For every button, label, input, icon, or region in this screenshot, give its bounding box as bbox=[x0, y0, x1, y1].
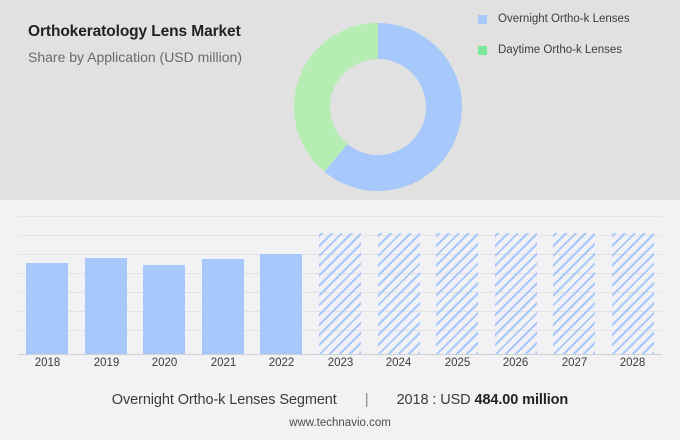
bar-2027[interactable] bbox=[553, 233, 595, 354]
bar-2022[interactable] bbox=[260, 254, 302, 354]
footer-value-prefix: 2018 : USD bbox=[396, 392, 475, 408]
bar-2028[interactable] bbox=[612, 233, 654, 354]
bar-2020[interactable] bbox=[143, 265, 185, 354]
title-block: Orthokeratology Lens Market Share by App… bbox=[28, 22, 298, 67]
x-axis-label-2022: 2022 bbox=[268, 357, 295, 369]
footer-value: 2018 : USD 484.00 million bbox=[397, 392, 569, 408]
x-axis-label-2028: 2028 bbox=[619, 357, 646, 369]
x-axis-label-2021: 2021 bbox=[210, 357, 237, 369]
x-axis-label-2018: 2018 bbox=[34, 357, 61, 369]
footer-divider: | bbox=[364, 391, 369, 408]
bar-2021[interactable] bbox=[202, 259, 244, 354]
legend-label-overnight: Overnight Ortho-k Lenses bbox=[498, 13, 630, 25]
x-axis-label-2024: 2024 bbox=[385, 357, 412, 369]
bar-2019[interactable] bbox=[85, 258, 127, 354]
bar-2024[interactable] bbox=[378, 233, 420, 354]
bar-2023[interactable] bbox=[319, 233, 361, 354]
legend-label-daytime: Daytime Ortho-k Lenses bbox=[498, 43, 622, 56]
bar-chart-plot bbox=[18, 216, 662, 355]
x-axis-label-2026: 2026 bbox=[502, 357, 529, 369]
legend-item-overnight[interactable]: Overnight Ortho-k Lenses bbox=[478, 12, 673, 27]
legend-swatch-daytime-icon bbox=[478, 45, 487, 55]
bar-2025[interactable] bbox=[436, 233, 478, 354]
x-axis-label-2025: 2025 bbox=[444, 357, 471, 369]
x-axis-label-2023: 2023 bbox=[327, 357, 354, 369]
footer-summary: Overnight Ortho-k Lenses Segment | 2018 … bbox=[0, 391, 680, 408]
x-axis-labels: 2018 2019 2020 2021 2022 2023 2024 2025 2026 2027… bbox=[18, 357, 662, 377]
donut-chart bbox=[293, 22, 463, 192]
legend: Overnight Ortho-k Lenses Daytime Ortho-k… bbox=[478, 12, 673, 73]
donut-chart-svg bbox=[294, 23, 462, 191]
legend-item-daytime[interactable]: Daytime Ortho-k Lenses bbox=[478, 43, 673, 58]
donut-hole bbox=[330, 59, 426, 155]
header-panel: Orthokeratology Lens Market Share by App… bbox=[0, 0, 680, 200]
x-axis-label-2020: 2020 bbox=[151, 357, 178, 369]
page-title: Orthokeratology Lens Market bbox=[28, 23, 241, 40]
legend-swatch-overnight-icon bbox=[478, 15, 487, 24]
axis-baseline bbox=[18, 354, 662, 355]
footer-segment-label: Overnight Ortho-k Lenses Segment bbox=[111, 392, 337, 408]
bar-2018[interactable] bbox=[26, 263, 68, 354]
x-axis-label-2019: 2019 bbox=[93, 357, 120, 369]
page-subtitle: Share by Application (USD million) bbox=[28, 49, 242, 66]
bar-2026[interactable] bbox=[495, 233, 537, 354]
footer-panel: Overnight Ortho-k Lenses Segment | 2018 … bbox=[0, 380, 680, 440]
bar-series-overnight bbox=[18, 216, 662, 355]
x-axis-label-2027: 2027 bbox=[561, 357, 588, 369]
gridline bbox=[18, 216, 662, 217]
footer-value-amount: 484.00 million bbox=[474, 392, 569, 408]
bar-chart-panel: 2018 2019 2020 2021 2022 2023 2024 2025 2026 2027… bbox=[0, 200, 680, 380]
footer-url: www.technavio.com bbox=[289, 417, 391, 429]
